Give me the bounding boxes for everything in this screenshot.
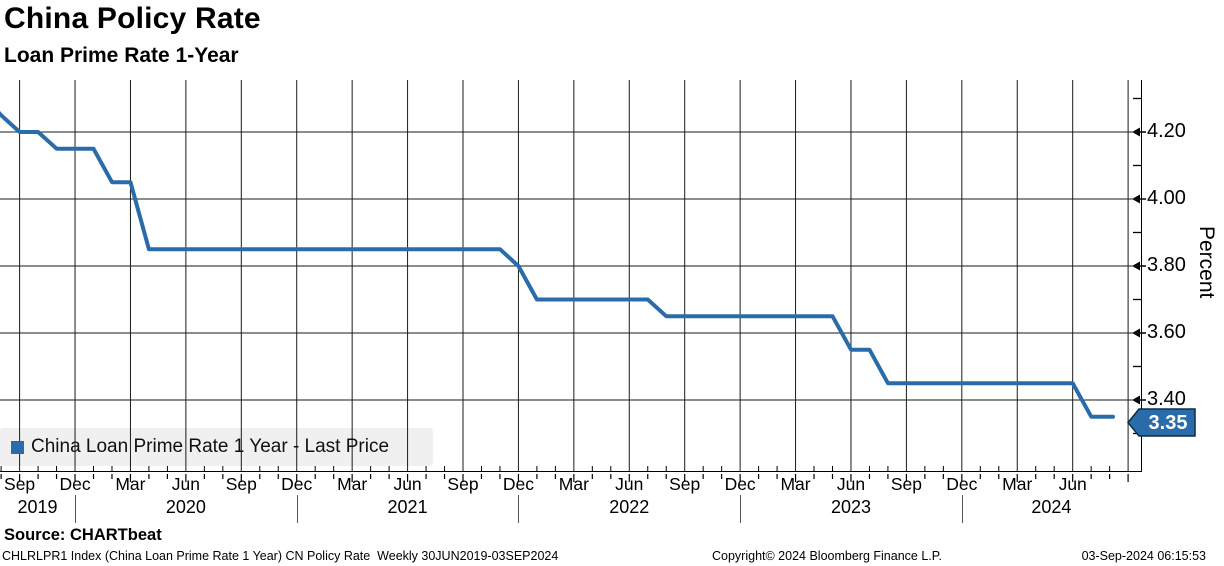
source-line: Source: CHARTbeat [4,526,162,544]
x-axis-ticks [0,474,1129,482]
legend-swatch-icon [11,440,24,454]
y-tick-label: 4.00 [1147,187,1186,210]
x-tick-label: Mar [1002,474,1033,494]
legend-background [0,428,433,466]
x-tick-label: Jun [171,474,200,494]
x-tick-label: Mar [558,474,589,494]
year-label: 2019 [17,497,58,517]
year-label: 2021 [387,497,428,517]
page-subtitle: Loan Prime Rate 1-Year [4,44,239,67]
year-separator [961,495,963,523]
year-label: 2022 [609,497,650,517]
y-axis-title: Percent [1195,226,1218,299]
legend-label: China Loan Prime Rate 1 Year - Last Pric… [31,436,390,457]
x-tick-label: Sep [225,474,257,494]
x-tick-label: Jun [836,474,866,494]
price-tag-value: 3.35 [1149,412,1188,434]
y-tick-label: 3.80 [1147,254,1186,277]
x-tick-label: Dec [946,474,978,494]
year-separator [740,495,742,523]
x-tick-label: Dec [502,474,534,494]
plot-area[interactable]: China Loan Prime Rate 1 Year - Last Pric… [0,80,1142,472]
y-axis: 4.20 4.00 3.80 3.60 3.40 [1132,80,1224,471]
x-tick-label: Sep [447,474,479,494]
x-tick-label: Jun [615,474,644,494]
price-tag-shape [1127,408,1196,437]
x-tick-label: Jun [1058,474,1087,494]
footnote-timestamp: 03-Sep-2024 06:15:53 [1081,549,1206,563]
year-separator [75,495,77,523]
chart-canvas [0,80,1141,471]
x-tick-label: Sep [4,474,36,494]
year-label: 2024 [1031,497,1072,517]
last-price-tag[interactable]: 3.35 [1126,407,1198,438]
x-tick-label: Sep [890,474,922,494]
x-tick-label: Jun [393,474,422,494]
year-label: 2023 [830,497,871,517]
x-tick-label: Dec [59,474,91,494]
year-label: 2020 [165,497,206,517]
x-tick-label: Mar [115,474,146,494]
y-tick-label: 4.20 [1147,120,1186,143]
year-separator [518,495,520,523]
y-tick-label: 3.60 [1147,321,1186,344]
y-tick-label: 3.40 [1147,388,1186,411]
x-tick-label: Mar [780,474,811,494]
x-tick-label: Sep [669,474,701,494]
x-axis: Sep Dec Mar Jun Sep Dec Mar Jun Sep Dec Mar Jun Sep D… [0,471,1224,531]
year-separator [296,495,298,523]
x-tick-label: Dec [281,474,313,494]
legend-item[interactable]: China Loan Prime Rate 1 Year - Last Pric… [0,428,389,466]
x-tick-label: Dec [724,474,756,494]
lpr-line-series [0,111,1115,419]
page-title: China Policy Rate [4,2,261,35]
footnote-ticker: CHLRLPR1 Index (China Loan Prime Rate 1 … [2,549,559,563]
x-tick-label: Mar [337,474,368,494]
footnote-copyright: Copyright© 2024 Bloomberg Finance L.P. [712,549,942,563]
